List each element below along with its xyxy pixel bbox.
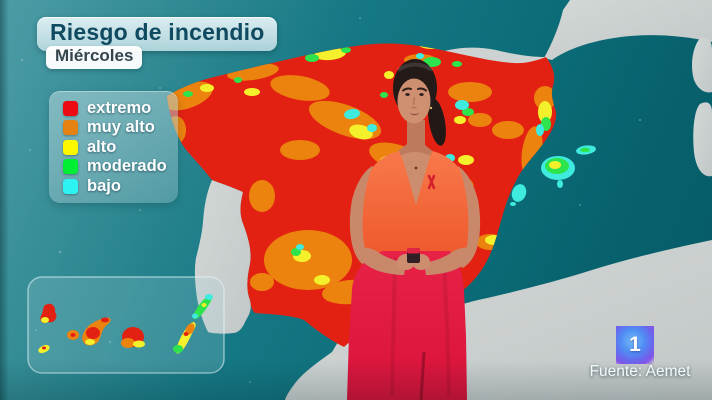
presenter-pants <box>347 251 467 400</box>
title-text: Riesgo de incendio <box>50 19 265 45</box>
legend-swatch-muy-alto <box>63 120 78 135</box>
legend-label-moderado: moderado <box>87 157 167 176</box>
legend-label-muy-alto: muy alto <box>87 118 155 137</box>
legend-row-muy-alto: muy alto <box>63 118 178 137</box>
presenter-neck <box>389 120 442 159</box>
bottom-shadow <box>0 360 712 400</box>
page-title: Riesgo de incendio <box>37 17 278 51</box>
legend-swatch-alto <box>63 139 78 155</box>
legend-row-bajo: bajo <box>63 178 178 194</box>
legend-swatch-moderado <box>63 159 78 174</box>
day-label: Miércoles <box>46 46 143 69</box>
legend-row-alto: alto <box>63 139 178 155</box>
presenter-left-forearm <box>355 247 406 275</box>
presenter-right-forearm <box>424 247 475 275</box>
presenter-ponytail <box>428 98 446 146</box>
canary-islands-inset <box>27 276 225 374</box>
legend-row-moderado: moderado <box>63 157 178 176</box>
source-text: Fuente: Aemet <box>589 363 691 380</box>
presenter-top <box>362 151 469 253</box>
corsica-sardinia-land <box>692 37 712 177</box>
legend-row-extremo: extremo <box>63 100 178 116</box>
left-edge-shadow <box>0 0 9 400</box>
presenter <box>347 59 481 400</box>
channel-logo-text: 1 <box>629 333 641 356</box>
balearic-islands <box>510 145 596 206</box>
presenter-lips <box>409 112 420 116</box>
legend-label-extremo: extremo <box>87 98 152 117</box>
source-attribution: Fuente: Aemet <box>582 363 698 381</box>
legend-label-bajo: bajo <box>87 176 121 195</box>
channel-logo: 1 <box>616 326 654 364</box>
legend-swatch-bajo <box>63 178 78 194</box>
legend-label-alto: alto <box>87 137 117 156</box>
ribbon-pin <box>427 174 436 190</box>
pendant <box>414 166 418 170</box>
earring <box>429 106 433 110</box>
legend-swatch-extremo <box>63 100 78 116</box>
day-text: Miércoles <box>55 46 134 65</box>
risk-legend: extremo muy alto alto moderado bajo <box>49 91 178 203</box>
